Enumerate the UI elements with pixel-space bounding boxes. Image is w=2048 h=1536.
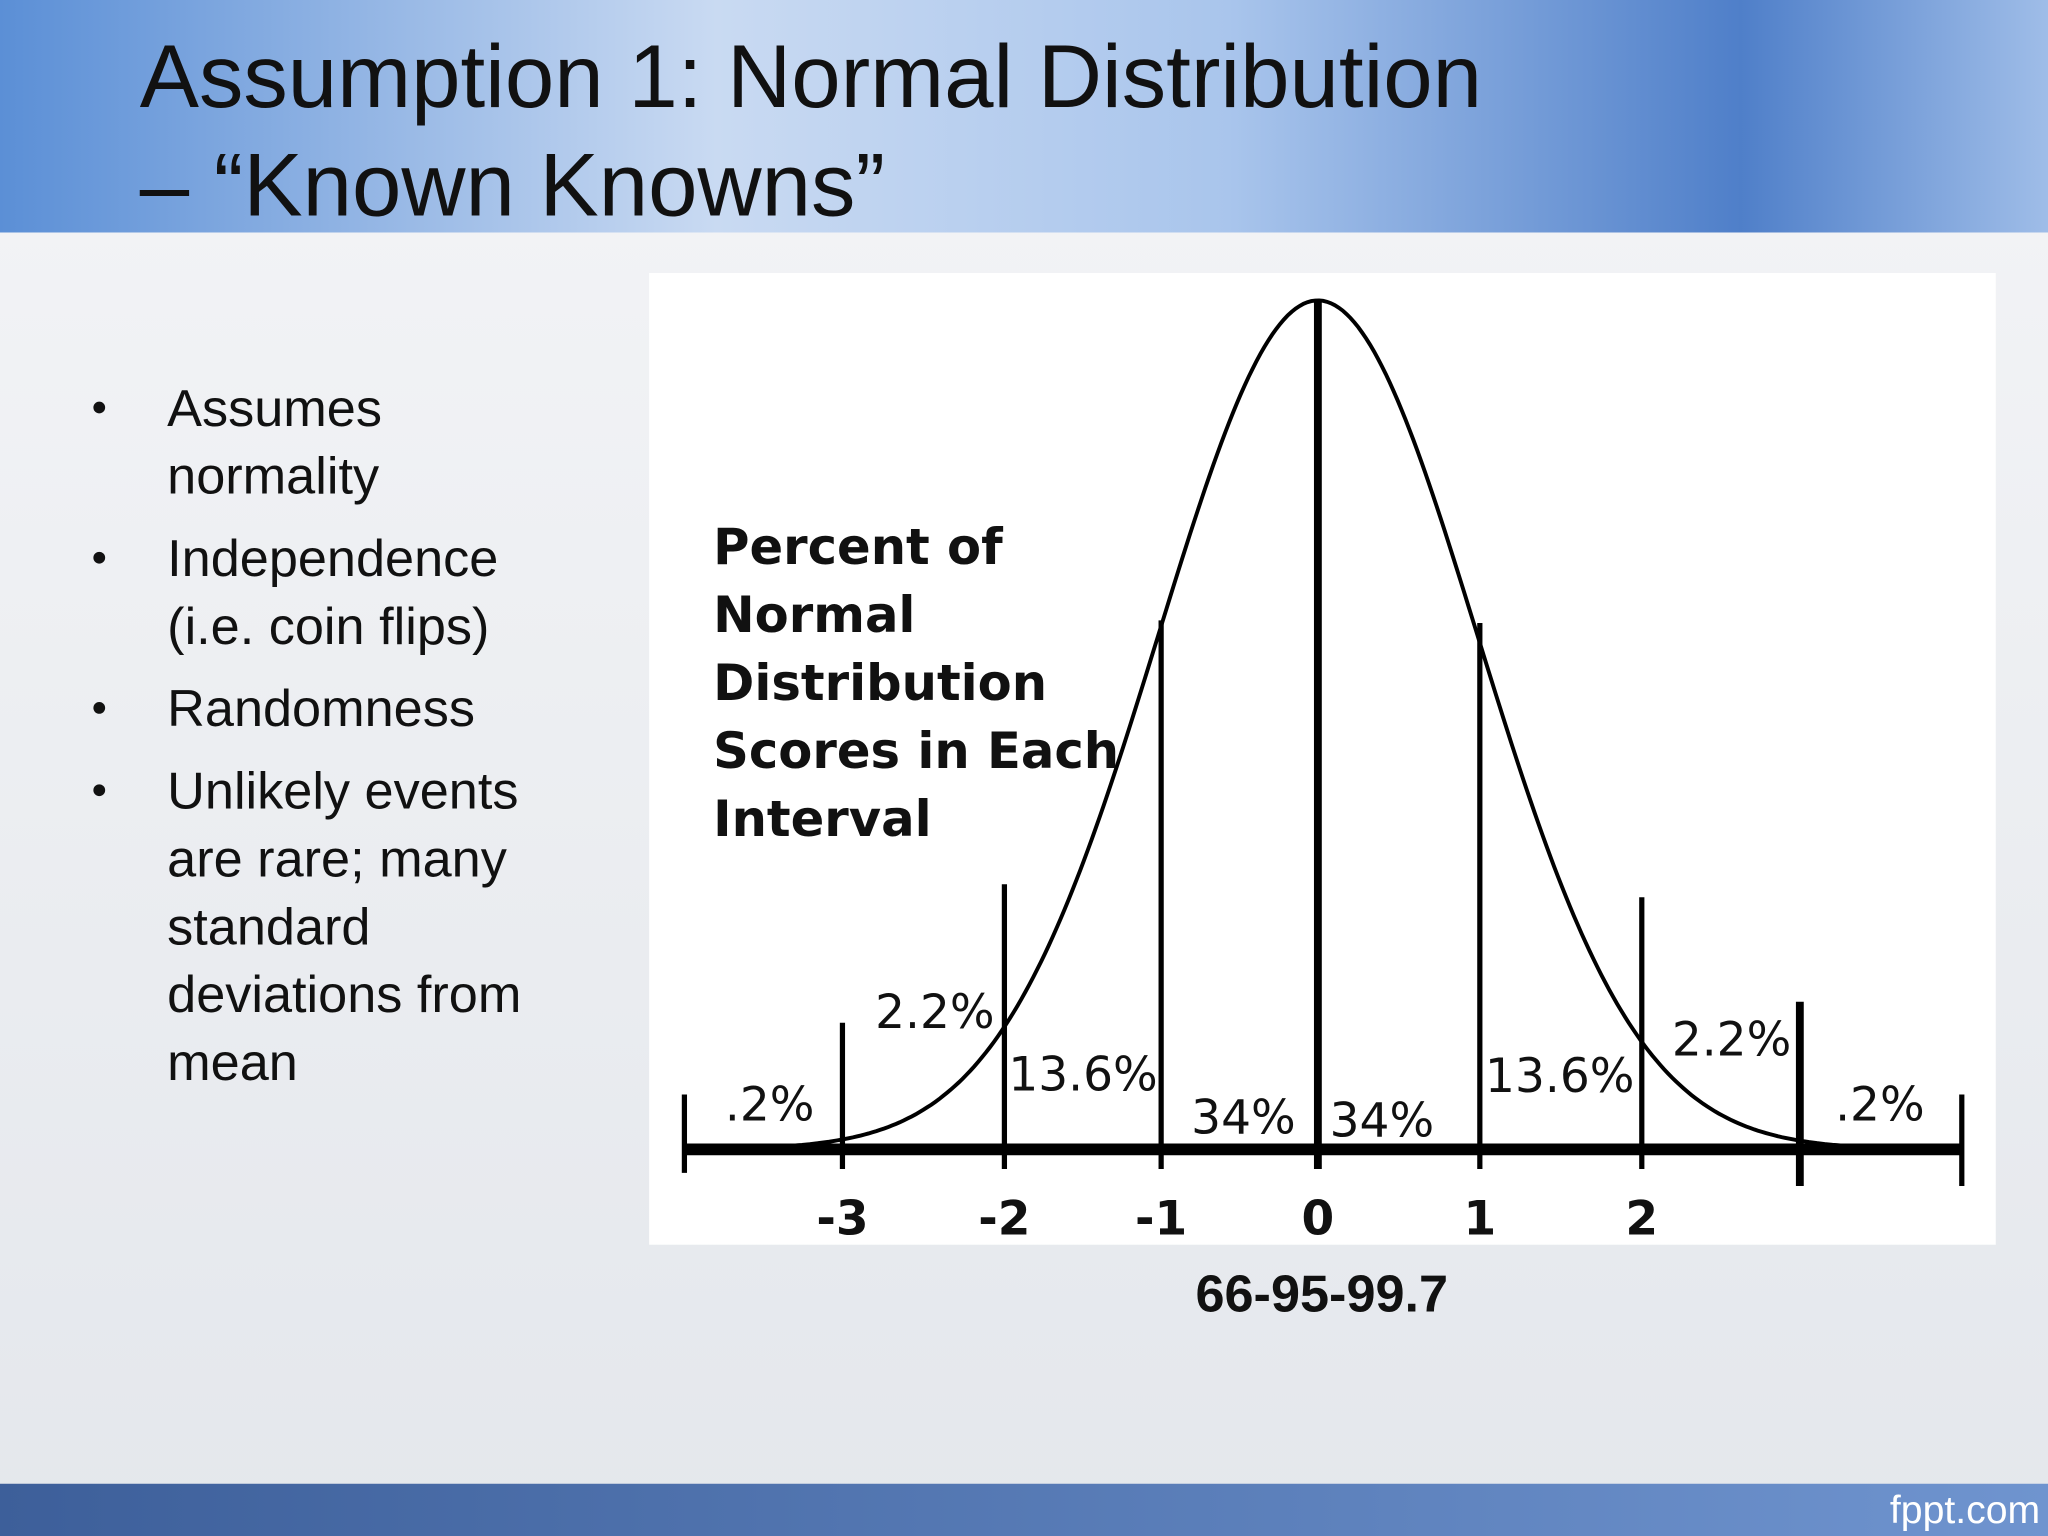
axis-label: -1 bbox=[1135, 1191, 1187, 1246]
interval-label: 34% bbox=[1330, 1093, 1435, 1148]
bullet-text: mean bbox=[167, 1034, 298, 1092]
bullet-text: Unlikely events bbox=[167, 762, 518, 820]
axis-label: 1 bbox=[1463, 1191, 1496, 1246]
bullet-list: Assumes normality Independence (i.e. coin f… bbox=[93, 380, 521, 1092]
bullet-text: standard bbox=[167, 898, 370, 956]
figure-heading: Normal bbox=[713, 586, 915, 644]
figure-heading: Scores in Each bbox=[713, 722, 1119, 780]
header-band bbox=[0, 0, 2048, 233]
title-line: – “Known Knowns” bbox=[140, 136, 885, 235]
figure: Percent of Normal Distribution Scores in Ea… bbox=[681, 298, 1965, 1246]
bullet-text: are rare; many bbox=[167, 830, 508, 888]
interval-label: 2.2% bbox=[1672, 1012, 1791, 1067]
bullet-text: Randomness bbox=[167, 680, 475, 738]
bullet-text: normality bbox=[167, 448, 380, 506]
axis-label: -2 bbox=[978, 1191, 1030, 1246]
figure-heading: Distribution bbox=[713, 654, 1047, 712]
bullet-dot bbox=[93, 401, 106, 414]
figure-heading: Percent of bbox=[713, 518, 1004, 576]
interval-label: 13.6% bbox=[1485, 1049, 1634, 1104]
axis-label: -3 bbox=[816, 1191, 868, 1246]
bullet-dot bbox=[93, 784, 106, 797]
title-line: Assumption 1: Normal Distribution bbox=[140, 27, 1482, 126]
bullet-text: (i.e. coin flips) bbox=[167, 598, 489, 656]
interval-label: .2% bbox=[1835, 1078, 1925, 1133]
figure-box bbox=[649, 272, 1996, 1245]
interval-label: 2.2% bbox=[875, 985, 994, 1040]
axis-label: 0 bbox=[1302, 1191, 1335, 1246]
footer-band bbox=[0, 1483, 2048, 1536]
interval-label: .2% bbox=[725, 1078, 815, 1133]
interval-label: 13.6% bbox=[1008, 1048, 1157, 1103]
figure-heading: Interval bbox=[713, 790, 932, 848]
bullet-dot bbox=[93, 702, 106, 714]
axis-label: 2 bbox=[1625, 1191, 1658, 1246]
caption: 66-95-99.7 bbox=[1195, 1265, 1448, 1323]
bullet-dot bbox=[93, 551, 106, 564]
interval-label: 34% bbox=[1191, 1091, 1296, 1146]
bullet-text: deviations from bbox=[167, 966, 521, 1024]
bullet-text: Assumes bbox=[167, 380, 382, 438]
footer-brand: fppt.com bbox=[1890, 1489, 2040, 1532]
bullet-text: Independence bbox=[167, 530, 498, 588]
